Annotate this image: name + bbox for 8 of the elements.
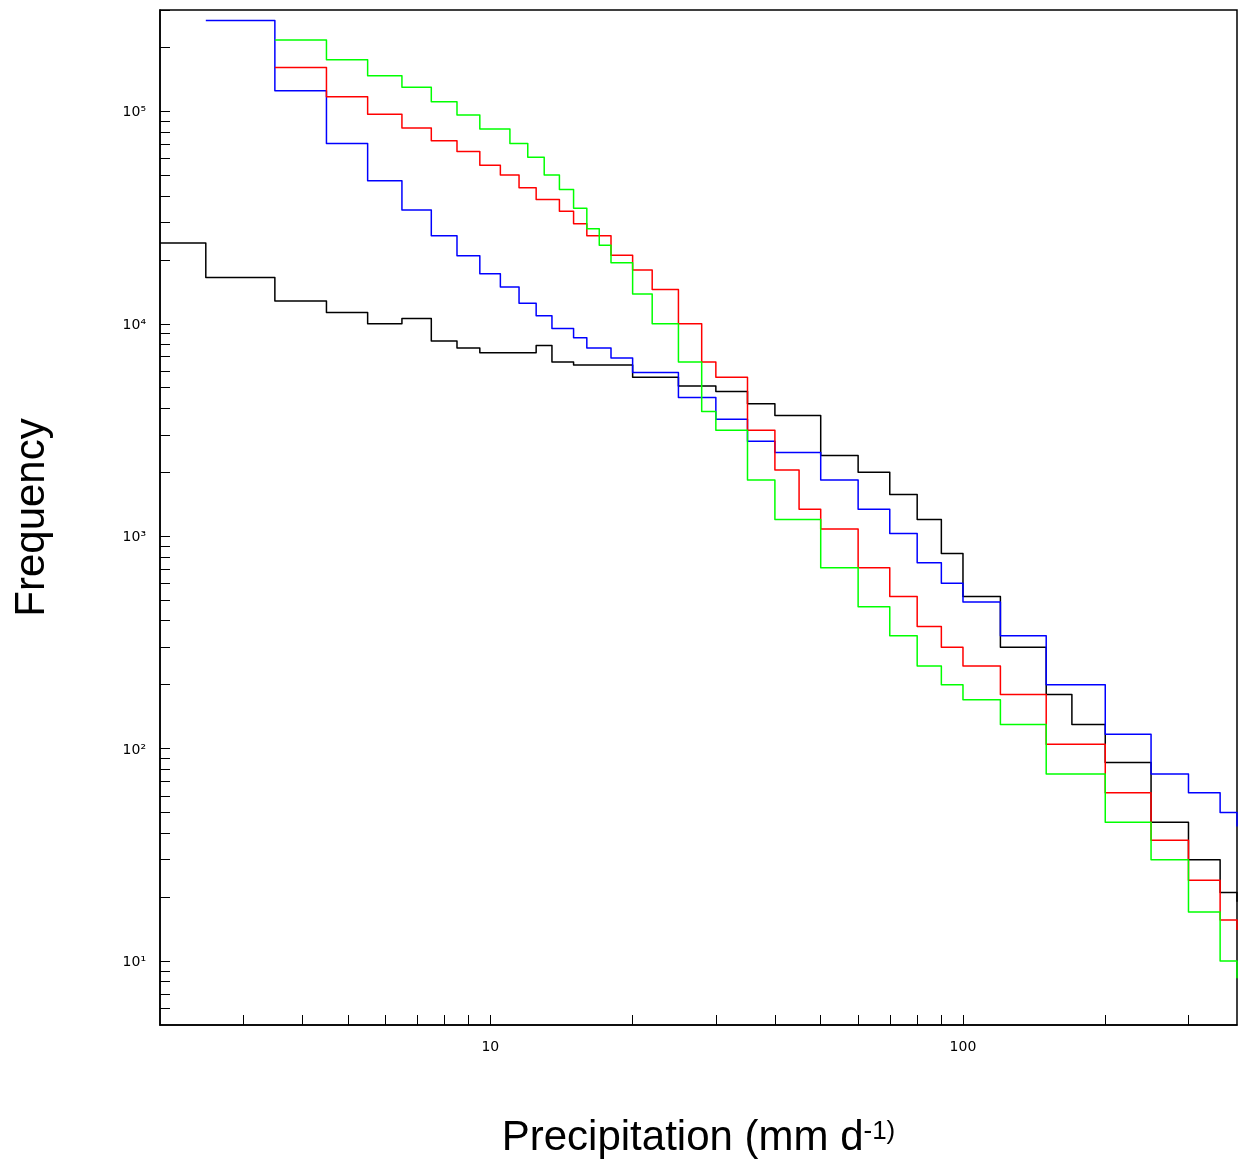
y-tick-label: 10² <box>122 740 146 757</box>
y-tick-label: 10³ <box>122 528 146 545</box>
y-axis-title: Frequency <box>5 418 53 617</box>
y-tick-label: 10¹ <box>122 953 146 970</box>
y-tick-label: 10⁴ <box>122 315 147 332</box>
x-tick-label: 10 <box>481 1038 500 1054</box>
x-tick-label: 100 <box>949 1038 977 1054</box>
y-tick-label: 10⁵ <box>122 103 146 120</box>
